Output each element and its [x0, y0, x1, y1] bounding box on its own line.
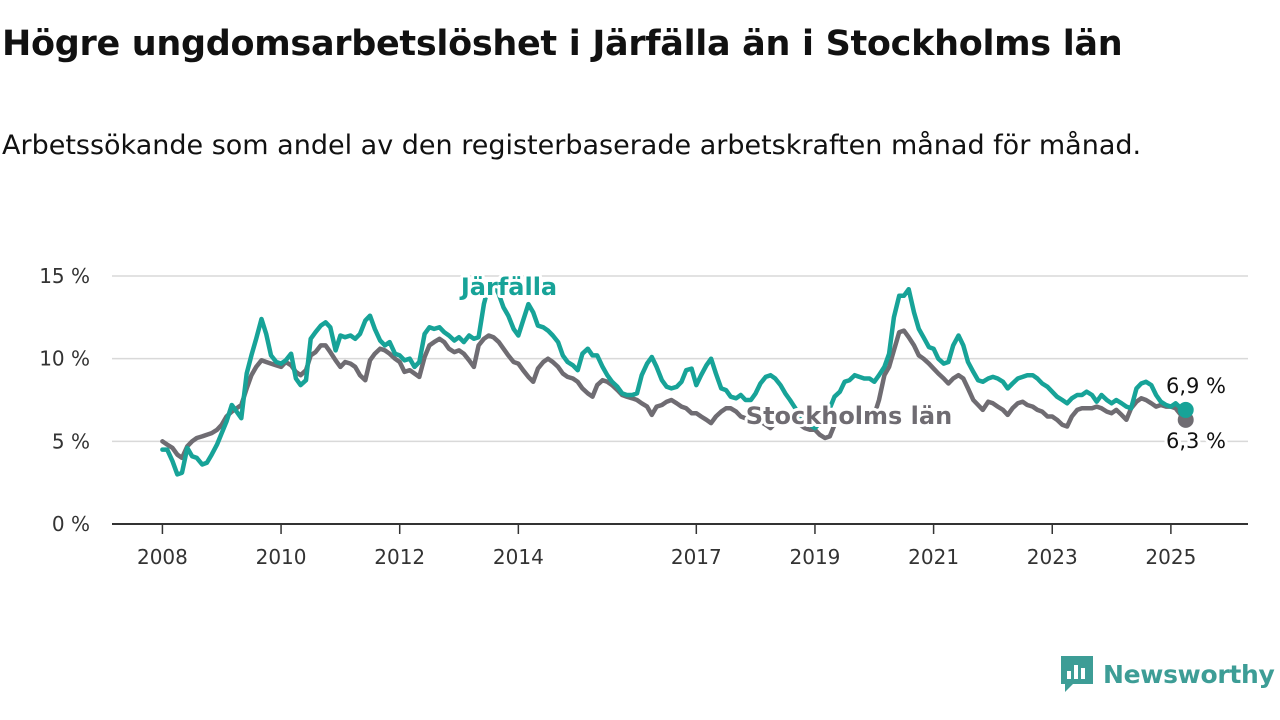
series-label-stockholm: Stockholms län: [746, 402, 952, 430]
x-tick-label: 2021: [908, 545, 959, 569]
brand-name: Newsworthy: [1103, 659, 1275, 689]
x-tick-label: 2014: [493, 545, 544, 569]
x-tick-label: 2008: [137, 545, 188, 569]
end-value-label-jarfalla: 6,9 %: [1166, 374, 1226, 398]
page-subtitle: Arbetssökande som andel av den registerb…: [2, 130, 1142, 161]
y-tick-label: 5 %: [52, 429, 90, 453]
series-label-jarfalla: Järfälla: [459, 273, 557, 301]
y-tick-label: 15 %: [39, 264, 90, 288]
series-label-stockholm-halo: Stockholms län: [746, 402, 952, 430]
series-lines: [160, 280, 1194, 477]
newsworthy-chart-icon: [1061, 656, 1093, 692]
end-value-label-stockholm: 6,3 %: [1166, 429, 1226, 453]
axes: [112, 523, 1248, 534]
chart-labels: 0 % 5 % 10 % 15 % 2008 2010 2012 2014 2017 2019 20…: [39, 264, 1229, 569]
x-tick-label: 2023: [1027, 545, 1078, 569]
series-line-jarfalla: [160, 280, 1188, 477]
x-tick-label: 2012: [374, 545, 425, 569]
x-tick-label: 2025: [1145, 545, 1196, 569]
end-value-label-jarfalla-halo: 6,9 %: [1166, 374, 1226, 398]
x-tick-label: 2019: [790, 545, 841, 569]
y-tick-label: 10 %: [39, 347, 90, 371]
end-value-label-stockholm-halo: 6,3 %: [1166, 429, 1226, 453]
series-label-jarfalla-halo: Järfälla: [459, 273, 557, 301]
line-chart: 0 % 5 % 10 % 15 % 2008 2010 2012 2014 2017 2019 20…: [39, 264, 1248, 569]
series-line-stockholm: [160, 328, 1188, 461]
brand-logo: Newsworthy: [1059, 654, 1275, 694]
x-tick-label: 2010: [256, 545, 307, 569]
end-point-jarfalla: [1177, 401, 1194, 418]
y-tick-label: 0 %: [52, 512, 90, 536]
page-title: Högre ungdomsarbetslöshet i Järfälla än …: [2, 24, 1123, 64]
x-tick-label: 2017: [671, 545, 722, 569]
grid-lines: [112, 275, 1248, 443]
